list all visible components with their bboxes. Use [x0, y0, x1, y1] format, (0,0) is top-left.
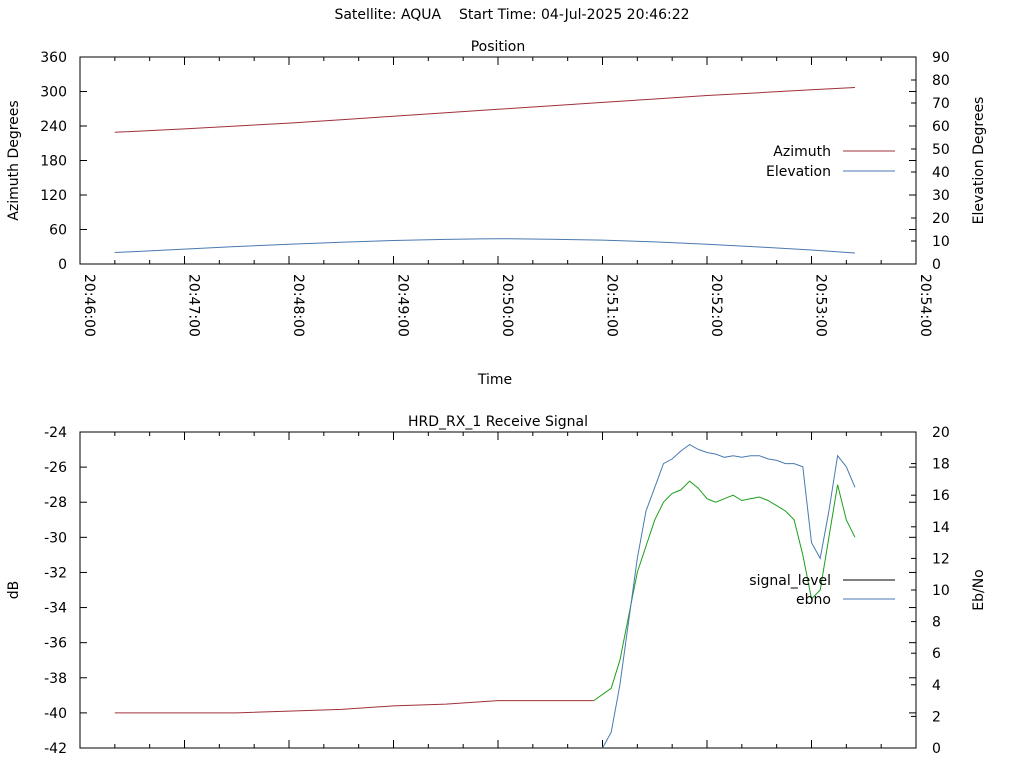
y2-tick-label: 20 — [932, 425, 950, 441]
y2-tick-label: 40 — [932, 165, 950, 181]
x-tick-label: 20:51:00 — [604, 274, 620, 337]
y-tick-label: 300 — [40, 85, 67, 101]
x-tick-label: 20:48:00 — [290, 274, 306, 337]
y-tick-label: 0 — [58, 257, 67, 273]
y2-tick-label: 16 — [932, 488, 950, 504]
y-tick-label: 240 — [40, 119, 67, 135]
y2-tick-label: 80 — [932, 73, 950, 89]
y-tick-label: -36 — [44, 636, 67, 652]
start-time-label: Start Time: 04-Jul-2025 20:46:22 — [458, 7, 690, 23]
y-axis-label: Azimuth Degrees — [6, 100, 22, 220]
y-tick-label: -32 — [44, 565, 67, 581]
y2-axis-label: Eb/No — [971, 569, 987, 611]
y2-tick-label: 10 — [932, 234, 950, 250]
chart-title: Position — [471, 39, 526, 55]
y-tick-label: -24 — [44, 425, 67, 441]
chart-title: HRD_RX_1 Receive Signal — [408, 414, 588, 430]
y-tick-label: -42 — [44, 741, 67, 757]
y-tick-label: 180 — [40, 154, 67, 170]
y2-tick-label: 30 — [932, 188, 950, 204]
series-line-azimuth — [114, 87, 856, 133]
y-tick-label: 120 — [40, 188, 67, 204]
x-axis-label: Time — [477, 372, 512, 388]
series-line-ebno — [602, 444, 856, 749]
y2-tick-label: 8 — [932, 615, 941, 631]
y2-tick-label: 60 — [932, 119, 950, 135]
y2-tick-label: 2 — [932, 709, 941, 725]
y-tick-label: 60 — [49, 223, 67, 239]
x-tick-label: 20:52:00 — [708, 274, 724, 337]
y2-tick-label: 50 — [932, 142, 950, 158]
x-tick-label: 20:54:00 — [917, 274, 933, 337]
y2-tick-label: 0 — [932, 257, 941, 273]
y-tick-label: 360 — [40, 50, 67, 66]
y-tick-label: -38 — [44, 671, 67, 687]
y-tick-label: -40 — [44, 706, 67, 722]
legend-label: ebno — [796, 592, 831, 608]
x-tick-label: 20:46:00 — [81, 274, 97, 337]
y-tick-label: -34 — [44, 601, 67, 617]
y-tick-label: -26 — [44, 460, 67, 476]
figure-title: Satellite: AQUA Start Time: 04-Jul-2025 … — [0, 7, 1024, 23]
x-tick-label: 20:49:00 — [395, 274, 411, 337]
y2-tick-label: 70 — [932, 96, 950, 112]
x-tick-label: 20:47:00 — [186, 274, 202, 337]
plot-frame — [79, 56, 917, 265]
x-tick-label: 20:50:00 — [499, 274, 515, 337]
y2-tick-label: 14 — [932, 520, 950, 536]
y2-tick-label: 10 — [932, 583, 950, 599]
series-line-signal-level — [114, 700, 594, 714]
legend-label: signal_level — [749, 573, 831, 589]
receive-signal-chart: HRD_RX_1 Receive Signal -42 -40 -38 -36 -34 -3… — [6, 414, 987, 757]
legend-label: Azimuth — [773, 144, 831, 160]
y-tick-label: -30 — [44, 530, 67, 546]
series-line-signal-level-high — [593, 480, 856, 702]
y2-tick-label: 20 — [932, 211, 950, 227]
y2-tick-label: 18 — [932, 457, 950, 473]
x-tick-label: 20:53:00 — [813, 274, 829, 337]
series-line-elevation — [114, 238, 856, 254]
position-chart: Position 0 60 120 180 240 300 360 0 10 20 30 40 50 60 7… — [6, 39, 987, 388]
y2-tick-label: 4 — [932, 678, 941, 694]
y2-tick-label: 0 — [932, 741, 941, 757]
legend-label: Elevation — [766, 164, 831, 180]
y2-tick-label: 90 — [932, 50, 950, 66]
y2-axis-label: Elevation Degrees — [971, 97, 987, 225]
y-axis-label: dB — [6, 581, 22, 600]
satellite-label: Satellite: AQUA — [334, 7, 442, 23]
y-tick-label: -28 — [44, 495, 67, 511]
y2-tick-label: 6 — [932, 646, 941, 662]
y2-tick-label: 12 — [932, 551, 950, 567]
